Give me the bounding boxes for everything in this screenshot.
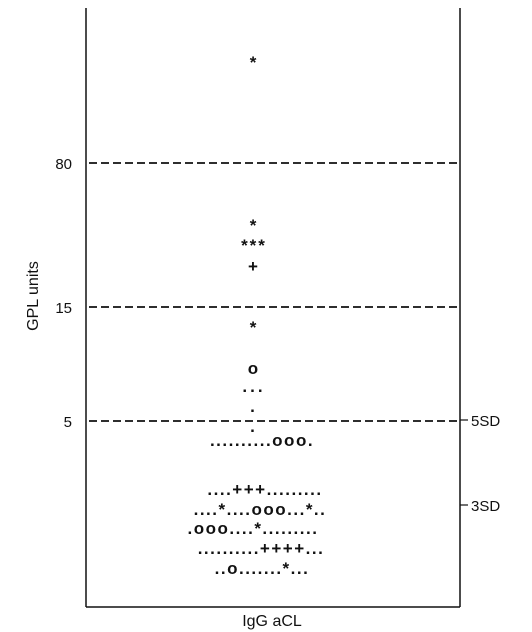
point-row: *	[250, 318, 259, 337]
y-axis-label: GPL units	[25, 261, 42, 331]
point-row: ...	[242, 377, 265, 396]
y-tick-label: 5	[64, 414, 72, 431]
point-row: .	[250, 417, 258, 436]
annotation-5sd: 5SD	[471, 413, 500, 430]
y-tick-label: 80	[55, 156, 72, 173]
point-row: *	[250, 216, 259, 235]
point-row: .	[250, 397, 258, 416]
point-row: ..o.......*...	[215, 559, 310, 578]
x-axis-label: IgG aCL	[242, 613, 302, 630]
point-row: *	[250, 53, 259, 72]
annotation-3sd: 3SD	[471, 498, 500, 515]
point-row: o	[248, 359, 260, 378]
point-row: ..........ooo.	[210, 431, 314, 450]
point-row: .ooo....*.........	[188, 519, 319, 538]
y-tick-label: 15	[55, 300, 72, 317]
point-row: +	[248, 257, 260, 276]
point-row: ....+++.........	[207, 480, 322, 499]
point-row: ***	[241, 236, 267, 255]
data-points: * * *** + * o ... . . ..........ooo. ...…	[188, 53, 327, 578]
point-row: ....*....ooo...*..	[194, 500, 327, 519]
point-row: ..........++++...	[198, 539, 325, 558]
